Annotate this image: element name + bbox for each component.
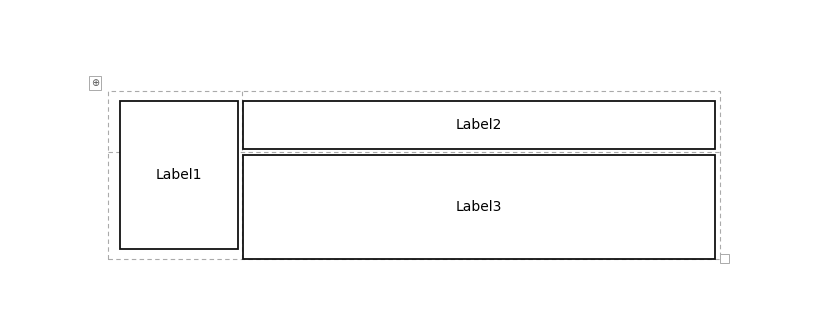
Text: Label2: Label2	[456, 118, 502, 132]
Text: Label3: Label3	[456, 200, 502, 214]
Bar	[243, 101, 715, 149]
Bar	[720, 254, 729, 263]
Text: Label1: Label1	[156, 168, 203, 182]
Bar	[243, 155, 715, 259]
Text: ⊕: ⊕	[91, 78, 99, 88]
Bar	[108, 91, 720, 259]
Bar	[120, 101, 238, 249]
